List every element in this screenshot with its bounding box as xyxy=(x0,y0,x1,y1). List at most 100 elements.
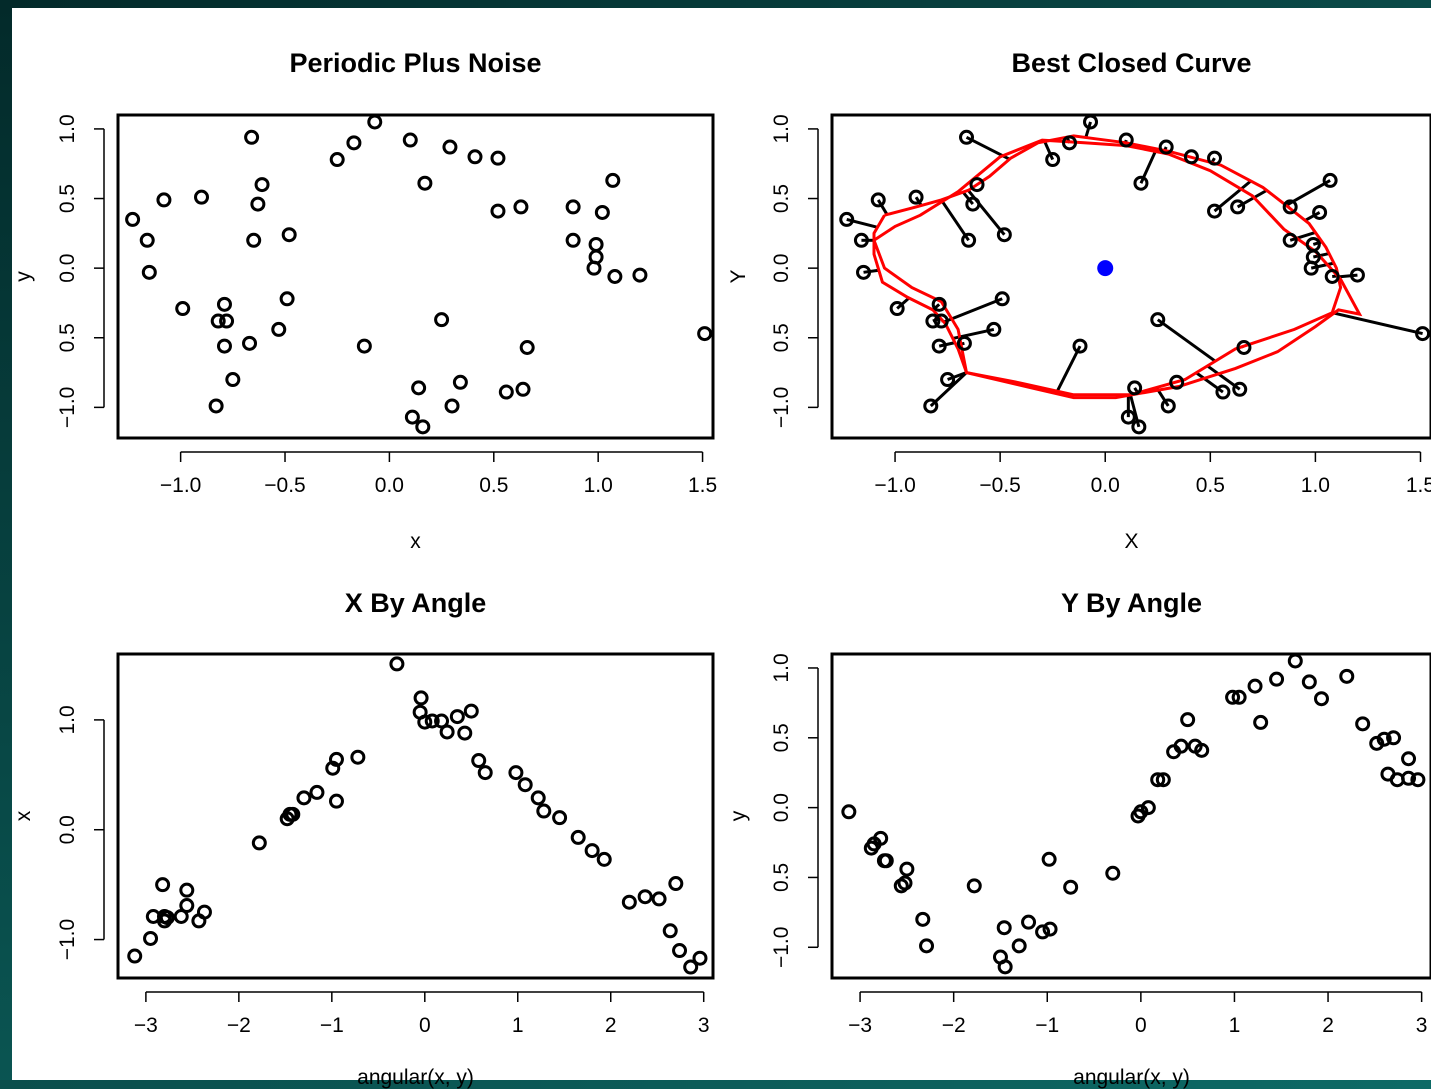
data-point xyxy=(668,876,684,892)
x-tick-label: 0.0 xyxy=(1091,474,1120,497)
data-point xyxy=(143,930,159,946)
data-point xyxy=(1083,114,1099,130)
window-top-edge xyxy=(0,0,1431,8)
residual-segment xyxy=(876,199,889,216)
data-point xyxy=(250,196,266,212)
data-point xyxy=(242,335,258,351)
data-point xyxy=(467,149,483,165)
data-point xyxy=(1247,678,1263,694)
data-point xyxy=(442,139,458,155)
chart-title: Y By Angle xyxy=(1061,588,1202,618)
data-point xyxy=(156,192,172,208)
window-left-edge xyxy=(0,0,12,1089)
data-point xyxy=(515,381,531,397)
residual-segment xyxy=(1084,121,1092,138)
data-point xyxy=(179,898,195,914)
data-point xyxy=(346,135,362,151)
x-tick-label: 1.0 xyxy=(1301,474,1330,497)
x-tick-label: −1.0 xyxy=(160,474,201,497)
data-point xyxy=(1207,150,1223,166)
data-point xyxy=(1072,338,1088,354)
data-point xyxy=(605,172,621,188)
data-point xyxy=(1339,668,1355,684)
y-tick-label: 0.5 xyxy=(770,323,793,352)
x-tick-label: 0.5 xyxy=(1196,474,1225,497)
data-point xyxy=(1035,924,1051,940)
y-tick-label: 1.0 xyxy=(56,114,79,143)
data-point xyxy=(309,784,325,800)
y-tick-label: 0.0 xyxy=(770,793,793,822)
chart-title: Periodic Plus Noise xyxy=(289,48,541,78)
data-point xyxy=(513,199,529,215)
x-axis-label: angular(x, y) xyxy=(357,1066,474,1089)
y-tick-label: 0.5 xyxy=(56,323,79,352)
x-axis-label: x xyxy=(410,530,421,553)
data-point xyxy=(552,810,568,826)
data-point xyxy=(449,709,465,725)
data-point xyxy=(889,301,905,317)
data-point xyxy=(216,296,232,312)
x-tick-label: 0.0 xyxy=(375,474,404,497)
x-tick-label: −3 xyxy=(848,1014,872,1037)
data-point xyxy=(1194,742,1210,758)
residual-segment xyxy=(1304,211,1321,222)
chart-panel-3: X By Angle −3 −2 −1 0 1 2 3 −1.0 0.0 1.0 angular(x,… xyxy=(12,588,715,1089)
data-point xyxy=(683,959,699,975)
window-bottom-edge xyxy=(0,1080,1431,1089)
x-tick-label: 1 xyxy=(1229,1014,1241,1037)
center-point xyxy=(1097,260,1114,277)
data-point xyxy=(1230,199,1246,215)
data-point xyxy=(1305,249,1321,265)
x-tick-label: −2 xyxy=(227,1014,251,1037)
data-point xyxy=(439,724,455,740)
residual-segment xyxy=(961,191,974,206)
data-point xyxy=(621,894,637,910)
residual-segment xyxy=(1310,261,1335,270)
data-point xyxy=(210,313,226,329)
data-point xyxy=(194,189,210,205)
y-tick-label: 0.0 xyxy=(56,815,79,844)
data-point xyxy=(225,372,241,388)
data-point xyxy=(1282,199,1298,215)
residual-segment xyxy=(863,268,880,274)
data-point xyxy=(632,267,648,283)
data-point xyxy=(931,296,947,312)
data-point xyxy=(1282,232,1298,248)
data-point xyxy=(159,910,175,926)
data-point xyxy=(1150,772,1166,788)
residual-segment xyxy=(1156,318,1217,363)
data-point xyxy=(1169,374,1185,390)
data-point xyxy=(1042,921,1058,937)
data-point xyxy=(413,690,429,706)
data-point xyxy=(434,312,450,328)
data-point xyxy=(498,384,514,400)
y-tick-label: 1.0 xyxy=(770,114,793,143)
data-point xyxy=(328,793,344,809)
data-point xyxy=(1312,204,1328,220)
data-point xyxy=(271,321,287,337)
data-point xyxy=(1120,409,1136,425)
plot-frame xyxy=(830,652,1431,980)
data-point xyxy=(244,129,260,145)
x-tick-label: 0 xyxy=(419,1014,431,1037)
data-point xyxy=(490,150,506,166)
data-point xyxy=(931,338,947,354)
data-point xyxy=(1207,203,1223,219)
chart-title: Best Closed Curve xyxy=(1011,48,1251,78)
data-point xyxy=(1041,851,1057,867)
y-tick-label: 0.5 xyxy=(56,184,79,213)
residual-segment xyxy=(1312,252,1330,259)
data-point xyxy=(457,725,473,741)
data-point xyxy=(1021,914,1037,930)
x-tick-label: 1 xyxy=(512,1014,524,1037)
data-point xyxy=(570,829,586,845)
x-tick-label: −1 xyxy=(1035,1014,1059,1037)
data-point xyxy=(329,152,345,168)
data-point xyxy=(1225,689,1241,705)
data-point xyxy=(296,790,312,806)
x-tick-label: 2 xyxy=(1322,1014,1334,1037)
data-point xyxy=(389,656,405,672)
data-point xyxy=(897,875,913,891)
residual-segment xyxy=(1331,311,1423,336)
